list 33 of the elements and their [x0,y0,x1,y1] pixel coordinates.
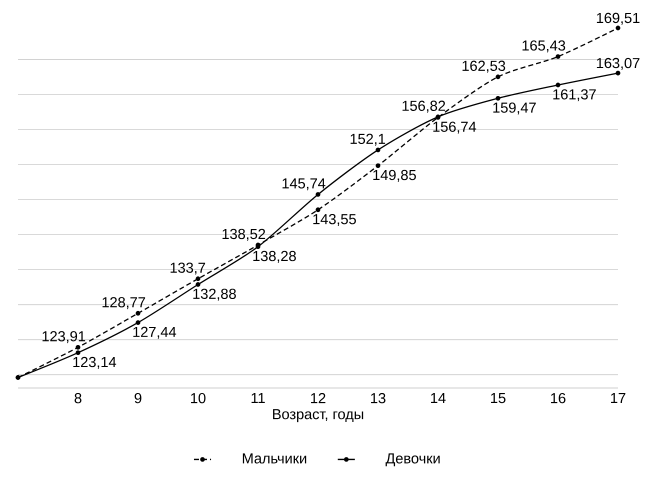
data-label: 165,43 [522,40,566,52]
data-label: 152,1 [350,134,386,146]
x-tick-label: 14 [431,393,446,403]
data-label: 127,44 [133,326,176,339]
data-label: 149,85 [373,170,416,182]
data-label: 123,14 [73,356,116,369]
legend-label: Мальчики [242,453,306,464]
x-tick-label: 17 [611,393,626,403]
legend-label: Девочки [386,453,440,466]
x-tick-label: 16 [551,393,566,404]
data-label: 123,91 [42,331,86,344]
x-tick-label: 8 [74,393,82,404]
data-label: 133,7 [170,262,206,275]
data-label: 163,07 [596,58,640,70]
data-label: 128,77 [102,297,146,310]
data-label: 143,55 [313,214,356,226]
x-axis-title: Возраст, годы [273,409,364,422]
data-label: 138,52 [222,228,266,241]
data-label: 132,88 [193,288,236,301]
data-label: 156,74 [433,122,476,134]
data-label: 169,51 [596,12,640,25]
data-label: 156,82 [402,100,446,113]
x-tick-label: 10 [191,393,206,404]
x-tick-label: 11 [252,393,265,403]
data-label: 162,53 [462,60,506,73]
x-tick-label: 13 [371,393,386,404]
x-tick-label: 15 [491,393,506,404]
data-label: 159,47 [493,102,536,114]
data-label: 138,28 [253,250,296,263]
x-tick-label: 12 [311,393,326,404]
data-label: 145,74 [282,178,326,190]
x-tick-label: 9 [134,393,142,404]
data-label: 161,37 [553,89,596,102]
